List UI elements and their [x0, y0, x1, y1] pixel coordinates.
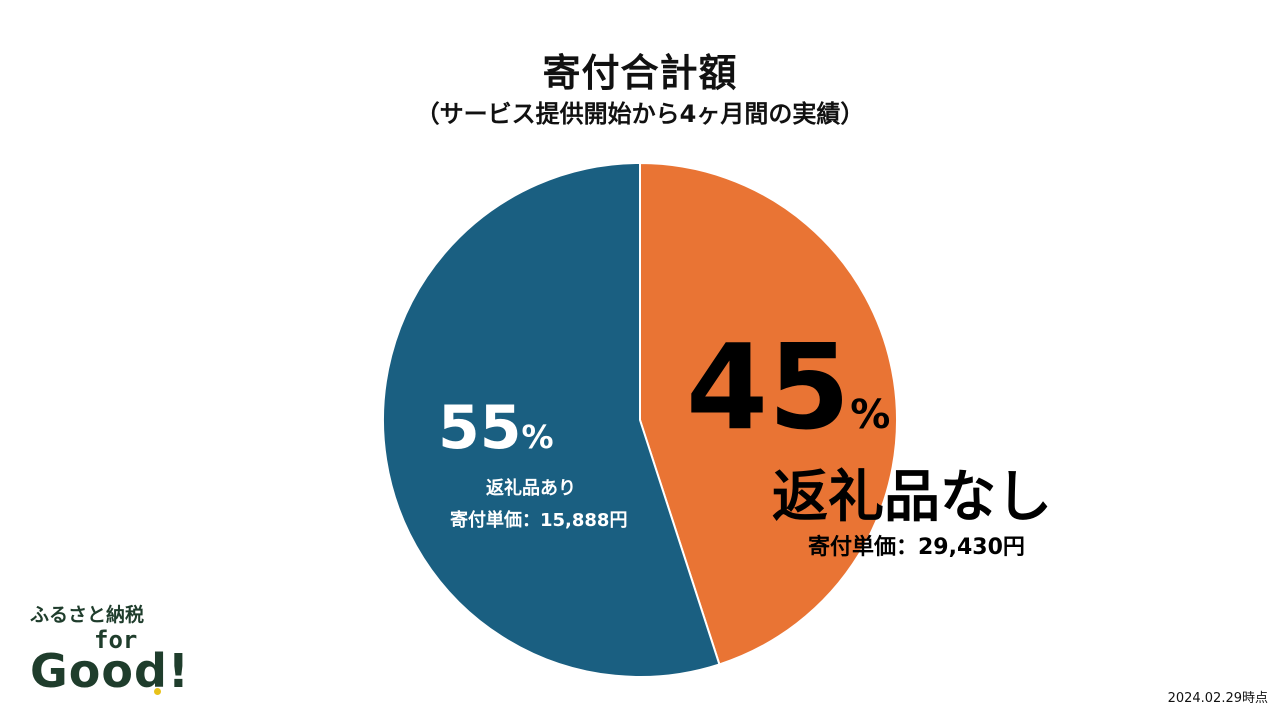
chart-title: 寄付合計額 [542, 51, 738, 95]
slice-unit-price-no-gift: 寄付単価：29,430円 [808, 535, 1025, 560]
furusato-for-good-logo: ふるさと納税 for Good! [30, 600, 210, 700]
logo-text-line3: Good! [30, 644, 190, 698]
slice-percent-label-no-gift: 45% [686, 328, 890, 446]
percent-sign: % [521, 418, 554, 456]
slice-name-label-with-gift: 返礼品あり [486, 478, 576, 499]
logo-accent-dot [154, 688, 161, 695]
slice-percent-label-with-gift: 55% [438, 398, 554, 458]
slice-unit-price-with-gift: 寄付単価：15,888円 [450, 510, 628, 531]
logo-text-line2: for [94, 626, 138, 654]
percent-sign: % [850, 392, 891, 438]
slice-name-label-no-gift: 返礼品なし [772, 465, 1052, 530]
pie-slice-with-gift [382, 161, 721, 678]
slice-percent-value: 55 [438, 393, 522, 463]
pie-slice-no-gift [639, 161, 898, 666]
slice-percent-value: 45 [686, 318, 851, 456]
chart-subtitle: （サービス提供開始から4ヶ月間の実績） [415, 100, 865, 128]
date-note: 2024.02.29時点 [1167, 691, 1268, 706]
logo-text-line1: ふるさと納税 [30, 604, 145, 626]
